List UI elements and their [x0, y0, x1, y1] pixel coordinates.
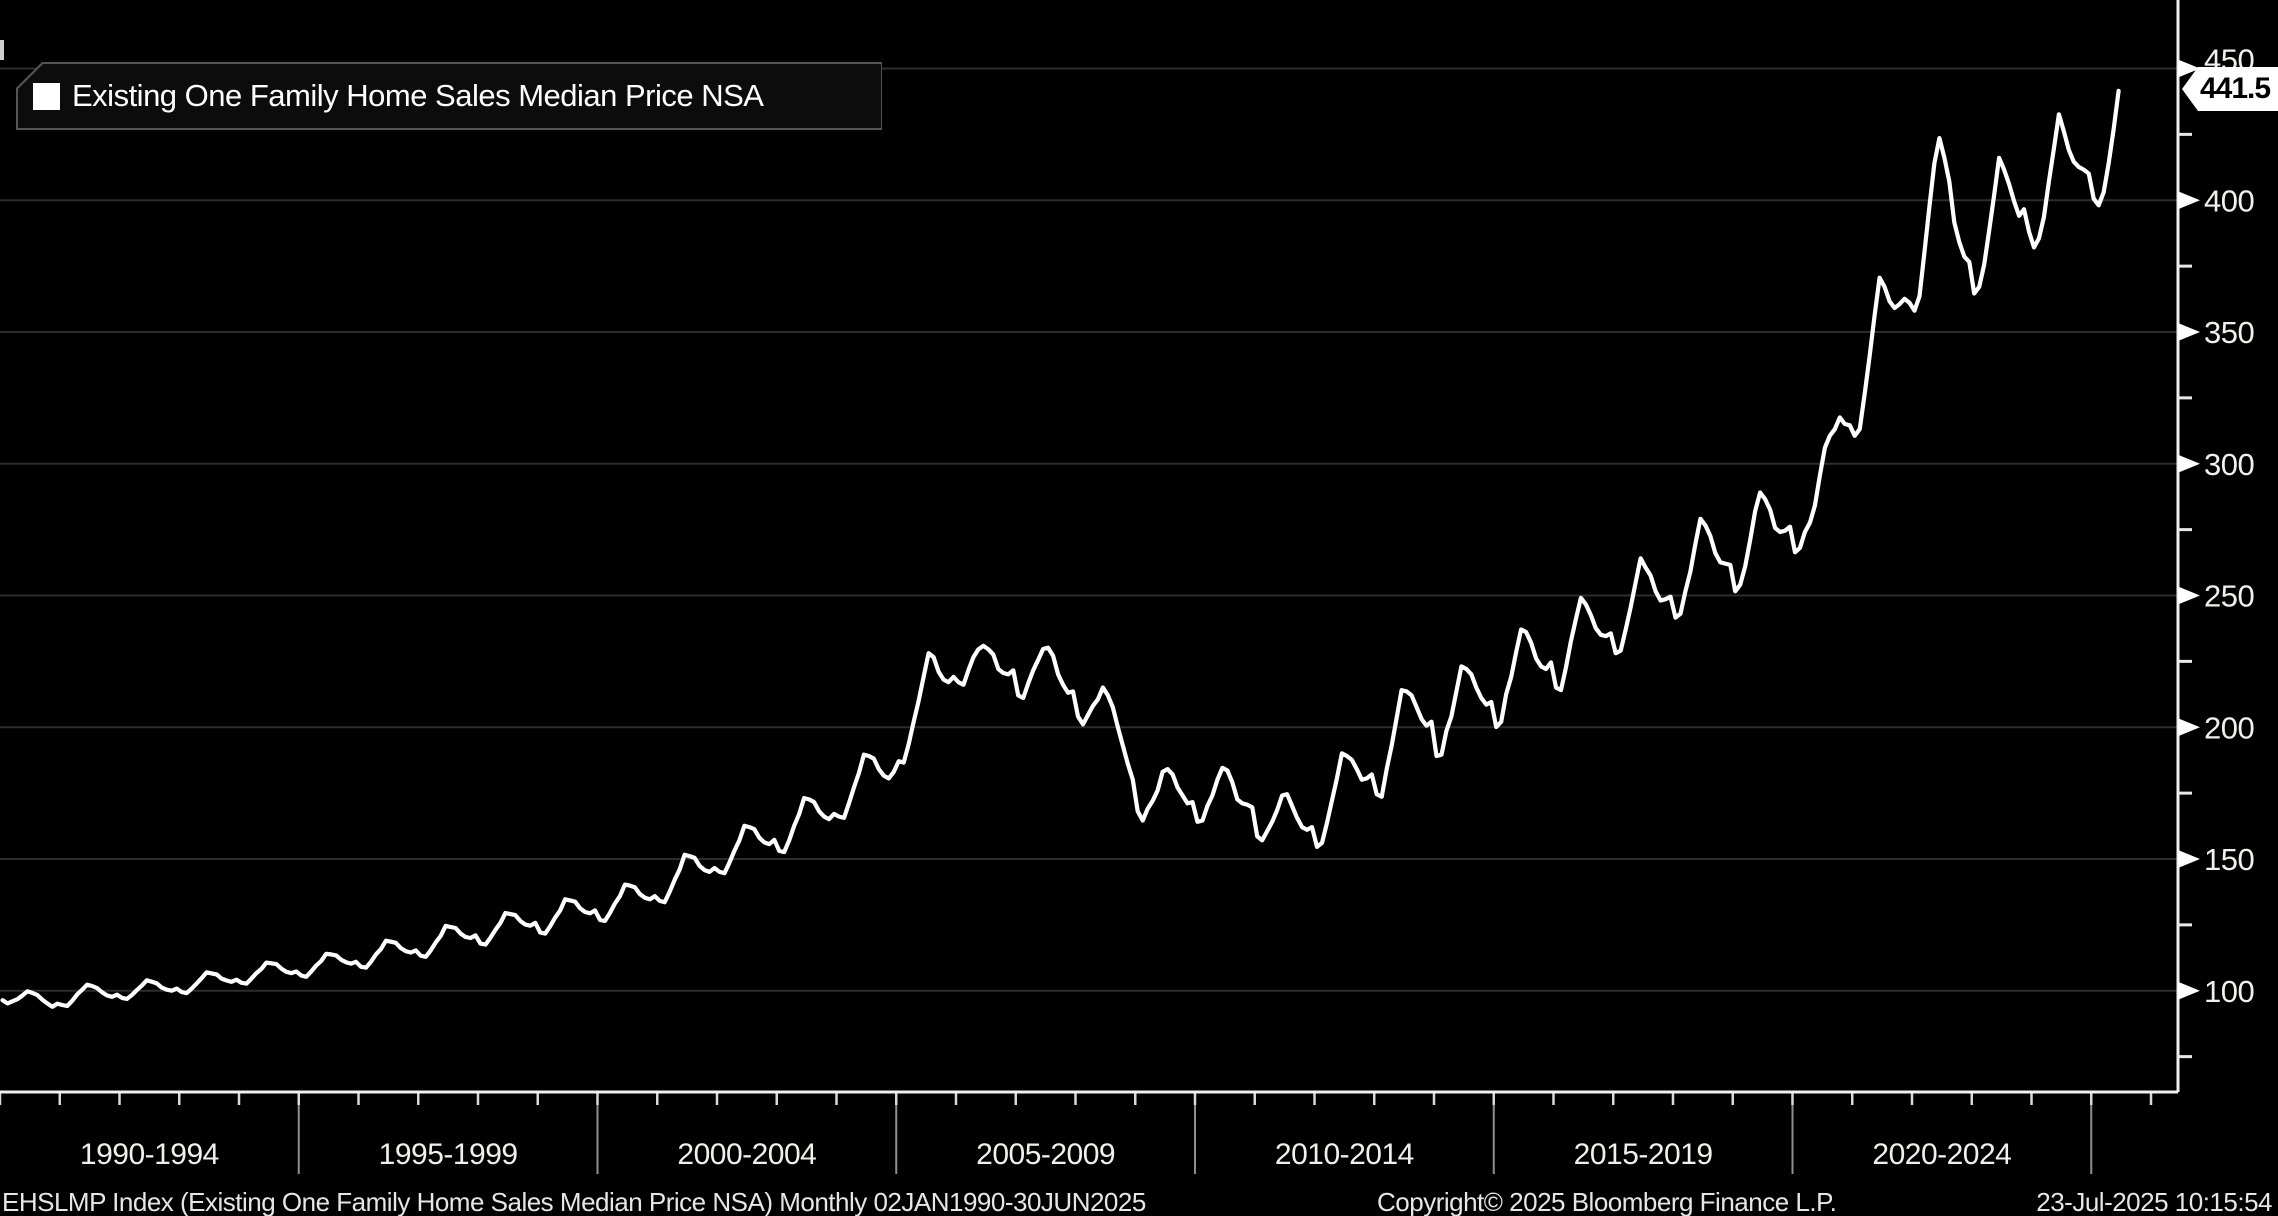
y-tick-label-250: 250	[2204, 579, 2254, 614]
legend-swatch-icon	[33, 82, 60, 110]
y-tick-arrow-350	[2178, 323, 2200, 341]
price-line-series	[0, 88, 2121, 1009]
y-tick-label-300: 300	[2204, 447, 2254, 482]
x-group-label-2005-2009: 2005-2009	[976, 1138, 1115, 1171]
x-group-label-2015-2019: 2015-2019	[1574, 1138, 1713, 1171]
x-group-label-2020-2024: 2020-2024	[1872, 1138, 2011, 1171]
legend-box[interactable]: Existing One Family Home Sales Median Pr…	[18, 64, 881, 128]
status-bar: EHSLMP Index (Existing One Family Home S…	[0, 1184, 2278, 1216]
x-group-label-1990-1994: 1990-1994	[80, 1138, 219, 1171]
y-tick-label-100: 100	[2204, 974, 2254, 1009]
y-tick-arrow-450	[2178, 59, 2200, 78]
y-tick-label-400: 400	[2204, 183, 2254, 218]
last-price-flag: 441.5	[2182, 67, 2278, 111]
y-tick-label-200: 200	[2204, 710, 2254, 745]
y-tick-arrow-100	[2178, 981, 2200, 1000]
status-security-description: EHSLMP Index (Existing One Family Home S…	[2, 1187, 1146, 1216]
status-copyright: Copyright© 2025 Bloomberg Finance L.P.	[1377, 1187, 1837, 1216]
y-tick-arrow-250	[2178, 586, 2200, 605]
x-group-label-2010-2014: 2010-2014	[1275, 1138, 1414, 1171]
y-tick-label-150: 150	[2204, 842, 2254, 877]
y-tick-arrow-400	[2178, 191, 2200, 210]
status-timestamp: 23-Jul-2025 10:15:54	[2036, 1187, 2272, 1216]
y-tick-label-350: 350	[2204, 315, 2254, 350]
x-group-label-1995-1999: 1995-1999	[379, 1138, 518, 1171]
y-tick-arrow-200	[2178, 718, 2200, 737]
legend-series-label: Existing One Family Home Sales Median Pr…	[72, 78, 764, 113]
x-group-label-2000-2004: 2000-2004	[677, 1138, 816, 1171]
last-price-value: 441.5	[2199, 72, 2271, 105]
y-tick-arrow-150	[2178, 850, 2200, 868]
legend[interactable]: Existing One Family Home Sales Median Pr…	[16, 62, 882, 130]
y-tick-arrow-300	[2178, 454, 2200, 473]
left-edge-tick	[0, 40, 4, 60]
